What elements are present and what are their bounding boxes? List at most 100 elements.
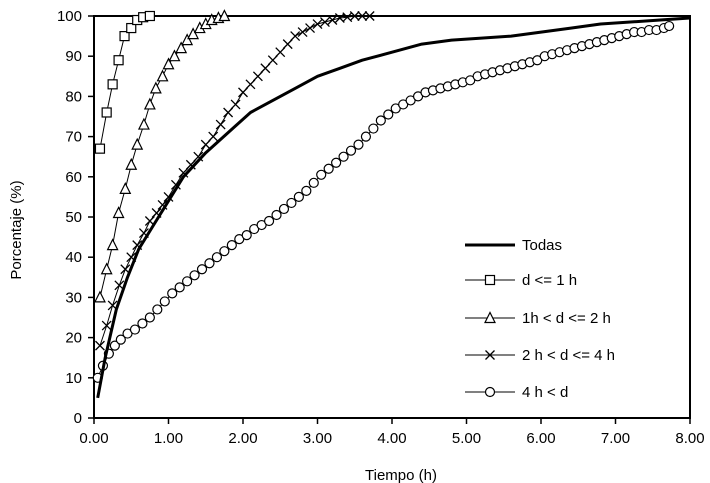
data-point bbox=[282, 39, 293, 50]
data-point bbox=[353, 139, 364, 150]
data-point bbox=[290, 31, 301, 42]
data-point bbox=[131, 137, 144, 150]
plot-layer bbox=[92, 9, 691, 419]
data-point bbox=[331, 157, 342, 168]
data-point bbox=[360, 131, 372, 142]
data-point bbox=[95, 340, 105, 351]
legend-marker bbox=[484, 311, 496, 324]
x-axis-title: Tiempo (h) bbox=[365, 467, 437, 483]
data-point bbox=[109, 340, 120, 351]
series-line bbox=[99, 15, 370, 346]
legend-label: Todas bbox=[522, 237, 562, 254]
data-point bbox=[375, 115, 386, 126]
legend-label: 1h < d <= 2 h bbox=[522, 310, 611, 327]
data-point bbox=[305, 23, 316, 34]
legend: Todas d <= 1 h 1h < d <= 2 h 2 h < d <= 4 h… bbox=[465, 237, 615, 401]
data-point bbox=[159, 296, 170, 307]
y-tick-label: 0 bbox=[74, 410, 82, 427]
data-point bbox=[200, 139, 211, 150]
data-point bbox=[93, 290, 106, 303]
y-tick-label: 70 bbox=[65, 129, 82, 146]
data-point bbox=[144, 312, 155, 323]
y-axis-title: Porcentaje (%) bbox=[8, 180, 25, 279]
x-tick-label: 5.00 bbox=[452, 430, 481, 447]
y-tick-label: 10 bbox=[65, 370, 82, 387]
data-point bbox=[368, 123, 379, 134]
y-tick-label: 100 bbox=[57, 8, 82, 25]
data-point bbox=[143, 97, 156, 110]
data-point bbox=[129, 324, 141, 335]
x-tick-label: 0.00 bbox=[79, 430, 108, 447]
data-point bbox=[218, 9, 231, 22]
data-point bbox=[178, 167, 189, 178]
data-point bbox=[107, 79, 118, 90]
data-point bbox=[223, 107, 234, 118]
legend-marker bbox=[484, 274, 496, 286]
data-point bbox=[94, 143, 106, 154]
data-point bbox=[112, 206, 125, 219]
y-tick-label: 60 bbox=[65, 169, 82, 186]
data-point bbox=[293, 191, 304, 202]
data-point bbox=[316, 169, 327, 180]
data-point bbox=[137, 117, 150, 130]
data-point bbox=[238, 87, 248, 98]
legend-entry: 1h < d <= 2 h bbox=[465, 310, 611, 327]
data-point bbox=[106, 238, 119, 251]
data-point bbox=[278, 203, 290, 215]
data-point bbox=[215, 119, 226, 130]
data-point bbox=[119, 182, 132, 194]
data-point bbox=[181, 33, 194, 46]
series-1 bbox=[94, 10, 155, 154]
data-point bbox=[196, 264, 208, 275]
legend-label: 4 h < d bbox=[522, 384, 568, 401]
series-2 bbox=[93, 9, 231, 303]
x-tick-label: 8.00 bbox=[675, 430, 704, 447]
data-point bbox=[115, 334, 126, 345]
legend-entry: 2 h < d <= 4 h bbox=[465, 347, 615, 364]
data-point bbox=[267, 55, 278, 66]
data-point bbox=[312, 19, 323, 29]
data-point bbox=[137, 318, 148, 329]
y-tick-label: 20 bbox=[65, 330, 82, 347]
data-point bbox=[297, 27, 308, 38]
data-point bbox=[319, 17, 330, 27]
legend-label: d <= 1 h bbox=[522, 272, 577, 289]
data-point bbox=[175, 41, 188, 54]
legend-entry: 4 h < d bbox=[465, 384, 568, 401]
x-tick-label: 1.00 bbox=[154, 430, 183, 447]
data-point bbox=[230, 99, 241, 110]
data-point bbox=[174, 282, 185, 293]
y-tick-label: 40 bbox=[65, 249, 82, 266]
legend-marker bbox=[484, 386, 496, 398]
data-point bbox=[327, 15, 338, 25]
x-tick-label: 6.00 bbox=[526, 430, 555, 447]
data-point bbox=[245, 79, 256, 90]
data-point bbox=[286, 197, 297, 209]
data-point bbox=[357, 11, 368, 21]
data-point bbox=[364, 11, 375, 21]
data-point bbox=[119, 31, 130, 42]
series-4 bbox=[92, 20, 675, 383]
data-point bbox=[226, 240, 237, 251]
legend-entry: d <= 1 h bbox=[465, 272, 577, 289]
data-point bbox=[100, 262, 113, 275]
data-point bbox=[349, 11, 360, 21]
data-point bbox=[211, 252, 223, 263]
data-point bbox=[271, 209, 282, 221]
data-point bbox=[126, 22, 137, 34]
data-point bbox=[260, 63, 271, 74]
data-point bbox=[301, 185, 312, 196]
data-point bbox=[149, 81, 162, 94]
y-tick-label: 30 bbox=[65, 289, 82, 306]
data-point bbox=[204, 258, 215, 269]
legend-marker bbox=[485, 350, 495, 360]
data-point bbox=[241, 229, 252, 241]
data-point bbox=[125, 157, 138, 170]
data-point bbox=[167, 288, 178, 299]
y-tick-label: 90 bbox=[65, 48, 82, 65]
data-point bbox=[156, 69, 169, 82]
data-point bbox=[208, 131, 219, 142]
x-tick-label: 2.00 bbox=[228, 430, 257, 447]
data-point bbox=[101, 320, 112, 331]
